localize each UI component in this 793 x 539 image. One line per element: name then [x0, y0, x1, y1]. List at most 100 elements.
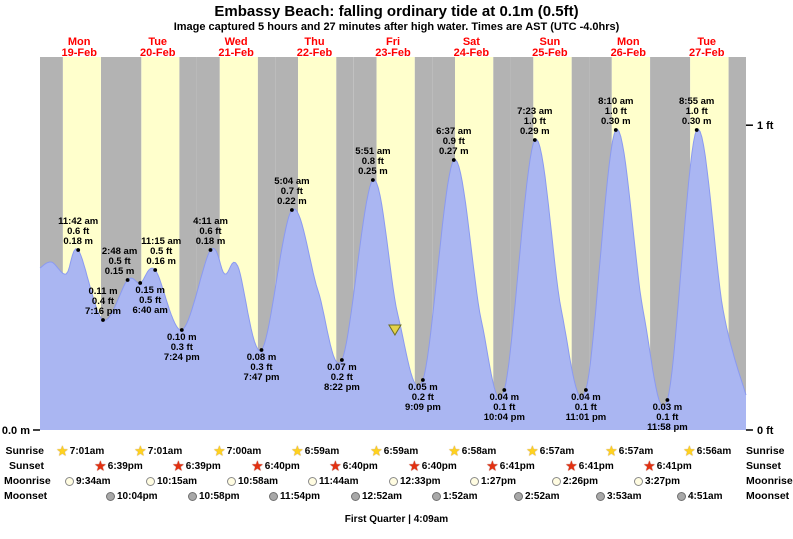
sunset-star-icon: ★	[330, 459, 341, 473]
tide-point-dot	[613, 128, 618, 132]
moonrise-time: 3:27pm	[645, 475, 681, 487]
tide-point-dot	[153, 268, 158, 272]
moonset-entry: 2:52am	[514, 490, 559, 502]
tide-point-dot	[290, 208, 294, 212]
tide-point-dot	[694, 128, 699, 132]
sunrise-entry: ★ 6:56am	[684, 445, 731, 457]
sunset-star-icon: ★	[644, 459, 655, 473]
sunset-star-icon: ★	[252, 459, 263, 473]
sunrise-star-icon: ★	[135, 444, 146, 458]
sunset-entry: ★ 6:41pm	[487, 460, 535, 472]
sunrise-entry: ★ 6:57am	[606, 445, 653, 457]
moonset-entry: 11:54pm	[269, 490, 320, 502]
sunset-time: 6:41pm	[499, 460, 535, 472]
moonset-time: 11:54pm	[280, 490, 321, 502]
moonrise-circle-icon	[308, 476, 317, 486]
moonset-label-right: Moonset	[746, 490, 790, 502]
moon-phase-note: First Quarter | 4:09am	[0, 514, 793, 525]
moonset-entry: 3:53am	[596, 490, 641, 502]
day-night-band	[414, 57, 433, 430]
moonrise-circle-icon	[65, 476, 74, 486]
sunrise-entry: ★ 7:00am	[214, 445, 261, 457]
tide-annotation: 11:42 am 0.6 ft 0.18 m	[58, 216, 98, 247]
tide-point-dot	[125, 278, 130, 282]
moonset-time: 1:52am	[443, 490, 478, 502]
moonrise-time: 2:26pm	[563, 475, 599, 487]
sunrise-time: 6:59am	[383, 445, 419, 457]
tide-annotation: 0.03 m 0.1 ft 11:58 pm	[647, 402, 688, 433]
current-time-marker-icon	[388, 324, 402, 336]
tide-annotation: 0.04 m 0.1 ft 11:01 pm	[566, 392, 607, 423]
sunset-entry: ★ 6:39pm	[95, 460, 143, 472]
moonset-time: 3:53am	[607, 490, 642, 502]
moonrise-time: 12:33pm	[400, 475, 441, 487]
sunrise-entry: ★ 6:57am	[527, 445, 574, 457]
moonrise-time: 11:44am	[319, 475, 359, 487]
sunrise-time: 6:59am	[304, 445, 340, 457]
tide-point-dot	[421, 378, 425, 382]
y-axis-label-right: 1 ft	[757, 120, 774, 132]
tide-annotation: 8:55 am 1.0 ft 0.30 m	[679, 96, 714, 127]
moonrise-circle-icon	[552, 476, 561, 486]
tide-annotation: 11:15 am 0.5 ft 0.16 m	[141, 236, 181, 267]
moonrise-circle-icon	[470, 476, 479, 486]
tide-annotation: 5:51 am 0.8 ft 0.25 m	[355, 146, 390, 177]
page-subtitle: Image captured 5 hours and 27 minutes af…	[173, 21, 620, 33]
sunset-star-icon: ★	[409, 459, 420, 473]
moonrise-circle-icon	[634, 476, 643, 486]
tide-annotation: 0.05 m 0.2 ft 9:09 pm	[405, 382, 441, 413]
moonset-entry: 10:04pm	[106, 490, 158, 502]
moonset-circle-icon	[269, 491, 278, 501]
sunrise-star-icon: ★	[57, 444, 68, 458]
moonrise-label-right: Moonrise	[746, 475, 793, 487]
moonrise-entry: 10:15am	[146, 475, 197, 487]
tide-point-dot	[179, 328, 184, 332]
sunrise-star-icon: ★	[371, 444, 382, 458]
tide-annotation: 4:11 am 0.6 ft 0.18 m	[193, 216, 228, 247]
moonrise-entry: 3:27pm	[634, 475, 680, 487]
moonset-entry: 1:52am	[432, 490, 477, 502]
sunset-time: 6:40pm	[342, 460, 378, 472]
moonset-time: 12:52am	[362, 490, 403, 502]
moonset-entry: 12:52am	[351, 490, 402, 502]
sunset-time: 6:40pm	[421, 460, 457, 472]
sunset-label-right: Sunset	[746, 460, 782, 472]
y-axis-label-right: 0 ft	[757, 425, 774, 437]
moonset-time: 10:04pm	[117, 490, 158, 502]
moonrise-circle-icon	[146, 476, 155, 486]
sunset-entry: ★ 6:40pm	[409, 460, 457, 472]
tide-point-dot	[208, 248, 213, 252]
moonset-circle-icon	[514, 491, 523, 501]
tide-point-dot	[451, 158, 456, 162]
sunset-star-icon: ★	[566, 459, 577, 473]
moonset-time: 10:58pm	[199, 490, 240, 502]
sunset-time: 6:39pm	[107, 460, 143, 472]
sunrise-time: 6:57am	[618, 445, 654, 457]
moonrise-time: 10:15am	[157, 475, 198, 487]
moonset-entry: 10:58pm	[188, 490, 240, 502]
day-header: Tue 20-Feb	[140, 36, 176, 59]
day-header: Wed 21-Feb	[218, 36, 254, 59]
sunrise-time: 6:57am	[539, 445, 575, 457]
sunset-entry: ★ 6:41pm	[566, 460, 614, 472]
sunrise-star-icon: ★	[214, 444, 225, 458]
moonset-entry: 4:51am	[677, 490, 722, 502]
sunrise-entry: ★ 7:01am	[57, 445, 104, 457]
tide-area	[40, 129, 746, 430]
sunset-time: 6:39pm	[185, 460, 221, 472]
moonset-circle-icon	[188, 491, 197, 501]
moonset-time: 2:52am	[525, 490, 560, 502]
sunset-star-icon: ★	[487, 459, 498, 473]
moonrise-entry: 9:34am	[65, 475, 110, 487]
tide-point-dot	[532, 138, 537, 142]
sunrise-time: 7:01am	[69, 445, 105, 457]
tide-point-dot	[371, 178, 375, 182]
sunset-time: 6:40pm	[264, 460, 300, 472]
tide-annotation: 0.08 m 0.3 ft 7:47 pm	[244, 352, 280, 383]
y-axis-label-left: 0.0 m	[2, 425, 30, 437]
tide-annotation: 8:10 am 1.0 ft 0.30 m	[598, 96, 633, 127]
tide-point-dot	[584, 388, 588, 392]
sunset-star-icon: ★	[95, 459, 106, 473]
day-header: Tue 27-Feb	[689, 36, 725, 59]
day-night-band	[571, 57, 590, 430]
